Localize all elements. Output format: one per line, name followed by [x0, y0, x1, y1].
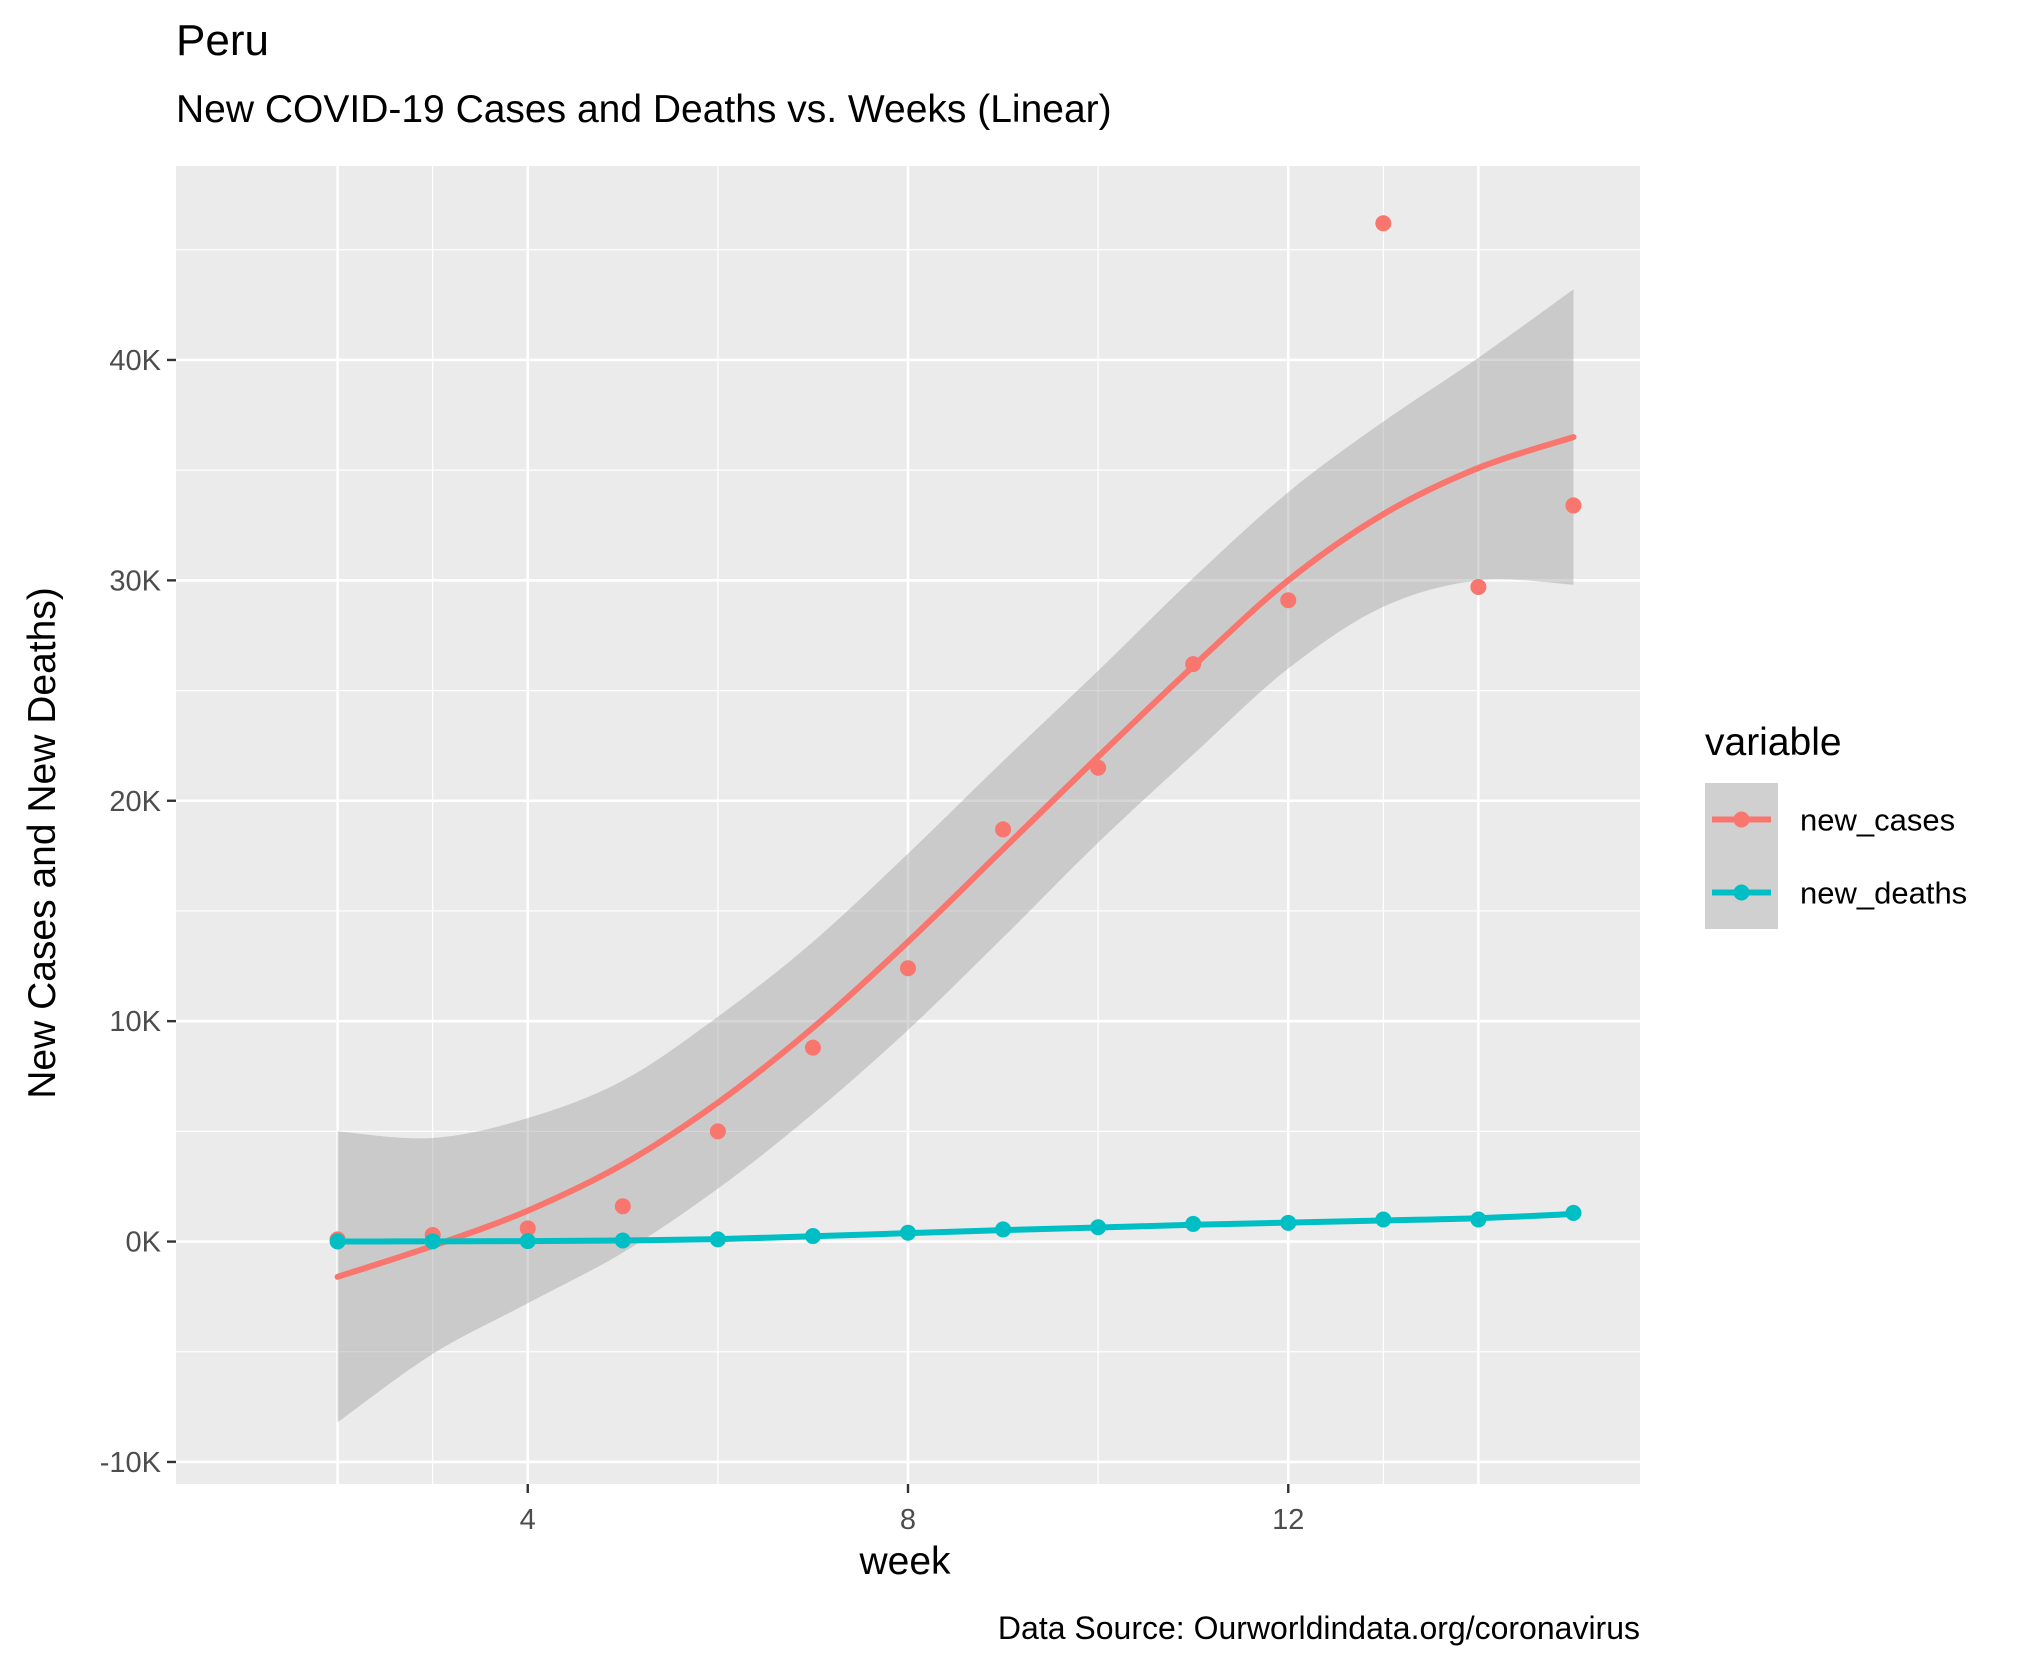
data-point-new_deaths [1375, 1211, 1392, 1228]
chart-title: Peru [176, 16, 269, 65]
chart-subtitle: New COVID-19 Cases and Deaths vs. Weeks … [176, 88, 1112, 131]
legend-point-new_deaths [1733, 884, 1750, 901]
data-point-new_deaths [804, 1228, 821, 1245]
x-tick-label: 12 [1272, 1504, 1304, 1536]
legend: variable new_cases new_deaths [1705, 721, 1967, 929]
y-tick-label: -10K [100, 1447, 162, 1479]
smooth-lines [334, 434, 1577, 1280]
data-point-new_deaths [1185, 1215, 1202, 1232]
data-point-new_cases [1185, 656, 1202, 673]
data-point-new_deaths [1470, 1211, 1487, 1228]
legend-title: variable [1705, 721, 1842, 764]
data-point-new_deaths [614, 1232, 631, 1249]
y-tick-label: 20K [109, 786, 161, 818]
data-point-new_deaths [1280, 1214, 1297, 1231]
x-tick-label: 8 [900, 1504, 916, 1536]
data-point-new_cases [995, 821, 1012, 838]
data-point-new_deaths [329, 1233, 346, 1250]
data-point-new_deaths [995, 1221, 1012, 1238]
legend-label-new_cases: new_cases [1800, 803, 1955, 838]
data-point-new_cases [1090, 759, 1107, 776]
data-point-new_deaths [1090, 1219, 1107, 1236]
data-points [329, 215, 1582, 1250]
smooth-line-new_cases [334, 434, 1577, 1280]
legend-point-new_cases [1733, 811, 1750, 828]
data-point-new_cases [900, 960, 916, 977]
smooth-line-new_deaths [334, 1211, 1577, 1245]
data-source-caption: Data Source: Ourworldindata.org/coronavi… [997, 1610, 1640, 1646]
confidence-ribbons [337, 289, 1574, 1423]
data-point-new_cases [709, 1123, 726, 1140]
y-tick-label: 0K [126, 1227, 162, 1259]
data-point-new_cases [804, 1039, 821, 1056]
data-point-new_cases [1565, 497, 1582, 514]
data-point-new_cases [1470, 578, 1487, 595]
axes: 4 8 12 -10K 0K 10K 20K 30K 40K [100, 345, 1305, 1536]
data-point-new_cases [1375, 215, 1392, 232]
data-point-new_deaths [900, 1224, 916, 1241]
x-tick-label: 4 [520, 1504, 536, 1536]
data-point-new_deaths [519, 1233, 536, 1250]
data-point-new_deaths [424, 1233, 441, 1250]
y-axis-title: New Cases and New Deaths) [21, 587, 64, 1099]
legend-label-new_deaths: new_deaths [1800, 876, 1967, 911]
grid-lines [176, 166, 1640, 1484]
y-tick-label: 30K [109, 565, 161, 597]
x-axis-title: week [858, 1540, 951, 1583]
data-point-new_cases [614, 1198, 631, 1215]
data-point-new_cases [519, 1220, 536, 1237]
data-point-new_deaths [709, 1231, 726, 1248]
confidence-ribbon-new_cases [337, 289, 1574, 1423]
data-point-new_cases [1280, 592, 1297, 609]
data-point-new_deaths [1565, 1204, 1582, 1221]
y-tick-label: 40K [109, 345, 161, 377]
y-tick-label: 10K [109, 1006, 161, 1038]
